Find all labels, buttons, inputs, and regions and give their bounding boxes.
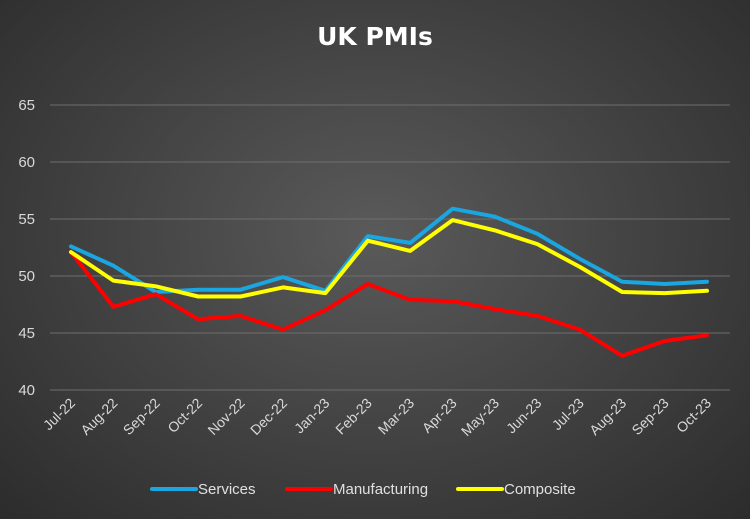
x-tick-label: Jul-23: [549, 395, 587, 433]
legend-label-manufacturing: Manufacturing: [333, 481, 428, 498]
x-tick-label: Jun-23: [503, 395, 545, 437]
legend: Services Manufacturing Composite: [150, 481, 576, 498]
gridlines: [50, 104, 730, 391]
y-tick-label: 65: [18, 97, 35, 114]
series-line-manufacturing: [69, 250, 709, 358]
chart-title: UK PMIs: [317, 22, 433, 51]
y-tick-label: 40: [18, 382, 35, 399]
y-axis-ticks: 40 45 50 55 60 65: [18, 97, 35, 399]
x-tick-label: Sep-22: [120, 395, 163, 438]
y-tick-label: 50: [18, 268, 35, 285]
x-tick-label: Oct-22: [164, 395, 205, 436]
x-tick-label: Aug-22: [77, 395, 120, 438]
x-tick-label: Aug-23: [586, 395, 629, 438]
x-tick-label: Oct-23: [673, 395, 714, 436]
x-tick-label: Jul-22: [40, 395, 78, 433]
y-tick-label: 55: [18, 211, 35, 228]
x-tick-label: Sep-23: [628, 395, 671, 438]
x-tick-label: Mar-23: [375, 395, 418, 438]
legend-label-composite: Composite: [504, 481, 576, 498]
series-line-composite: [69, 218, 709, 299]
x-tick-label: Feb-23: [332, 395, 375, 438]
series-lines: [69, 206, 709, 358]
y-tick-label: 60: [18, 154, 35, 171]
x-tick-label: Nov-22: [204, 395, 247, 438]
y-tick-label: 45: [18, 325, 35, 342]
series-line-services: [69, 206, 709, 294]
x-tick-label: Apr-23: [419, 395, 460, 436]
x-tick-label: Dec-22: [247, 395, 290, 438]
x-tick-label: May-23: [458, 395, 502, 439]
x-axis-ticks: Jul-22 Aug-22 Sep-22 Oct-22 Nov-22 Dec-22 Jan-…: [40, 395, 714, 439]
x-tick-label: Jan-23: [291, 395, 333, 437]
legend-label-services: Services: [198, 481, 256, 498]
